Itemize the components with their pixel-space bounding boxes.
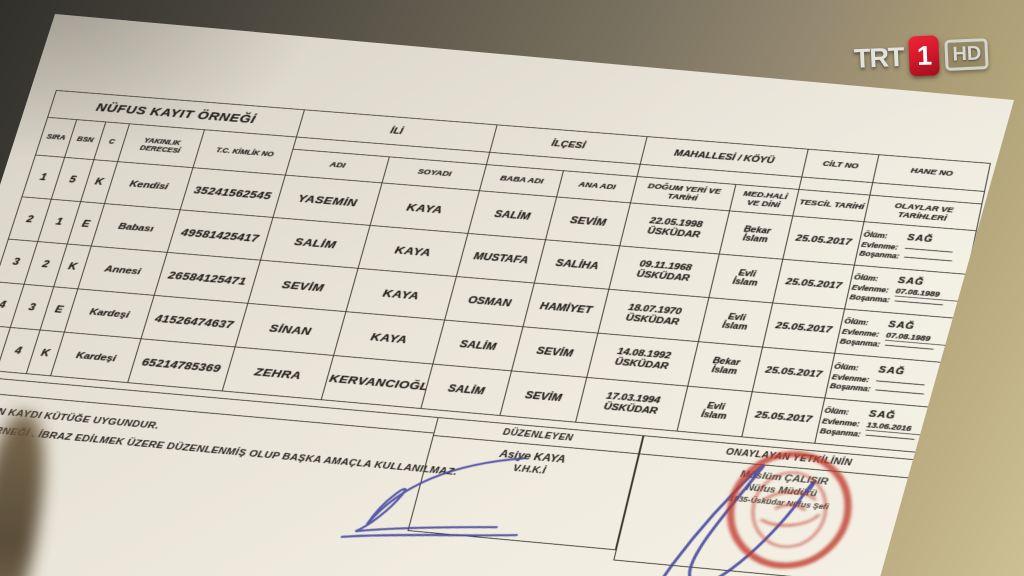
header-relation: YAKINLIK DERECESİ	[118, 124, 205, 168]
cell-mother-name: SALİHA	[534, 240, 619, 289]
cell-marital-religion: Bekar İslam	[688, 342, 763, 392]
cell-registration-date: 25.05.2017	[773, 259, 855, 309]
cell-father-name: SALİM	[468, 191, 557, 240]
trt-logo-text: TRT	[853, 41, 904, 74]
tv-frame: NÜFUS KAYIT ÖRNEĞİ İLİ İLÇESİ MAHALLESİ …	[0, 0, 1024, 576]
registry-document: NÜFUS KAYIT ÖRNEĞİ İLİ İLÇESİ MAHALLESİ …	[0, 90, 990, 570]
cell-marital-religion: Evli İslam	[698, 298, 772, 348]
cell-mother-name: HAMİYET	[523, 283, 609, 333]
cell-registration-date: 25.05.2017	[783, 216, 864, 265]
trt1-badge: 1	[909, 35, 941, 76]
cell-relation: Kardeşi	[64, 289, 154, 339]
cell-relation: Annesi	[78, 246, 167, 295]
cell-registration-date: 25.05.2017	[763, 303, 845, 353]
cell-national-id: 65214785369	[128, 339, 235, 391]
cell-relation: Babası	[91, 204, 180, 253]
cell-first-name: ZEHRA	[222, 347, 333, 400]
preparer-signature-icon	[332, 442, 585, 571]
cell-marital-religion: Evli İslam	[709, 254, 783, 303]
cell-registration-date: 25.05.2017	[752, 347, 835, 398]
cell-mother-name: SEVİM	[512, 327, 598, 378]
channel-logo: TRT 1 HD	[853, 33, 989, 79]
cell-mother-name: SEVİM	[500, 371, 587, 422]
cell-father-name: SALİM	[433, 320, 523, 371]
cell-mother-name: SEVİM	[546, 197, 631, 246]
cell-relation: Kardeşi	[51, 332, 141, 383]
cell-national-id: 49581425417	[167, 210, 273, 260]
cell-surname: KERVANCIOĞLU	[321, 355, 433, 408]
cell-national-id: 26584125471	[154, 252, 260, 303]
cell-father-name: MUSTAFA	[456, 233, 545, 283]
cell-father-name: SALİM	[421, 364, 512, 415]
registry-paper-sheet: NÜFUS KAYIT ÖRNEĞİ İLİ İLÇESİ MAHALLESİ …	[0, 0, 1024, 576]
cell-national-id: 35241562545	[180, 168, 285, 218]
hd-badge: HD	[945, 38, 989, 71]
cell-father-name: OSMAN	[445, 277, 535, 327]
cell-marital-religion: Bekar İslam	[719, 211, 793, 259]
cell-relation: Kendisi	[105, 162, 193, 210]
approval-stamp-icon	[713, 437, 867, 576]
